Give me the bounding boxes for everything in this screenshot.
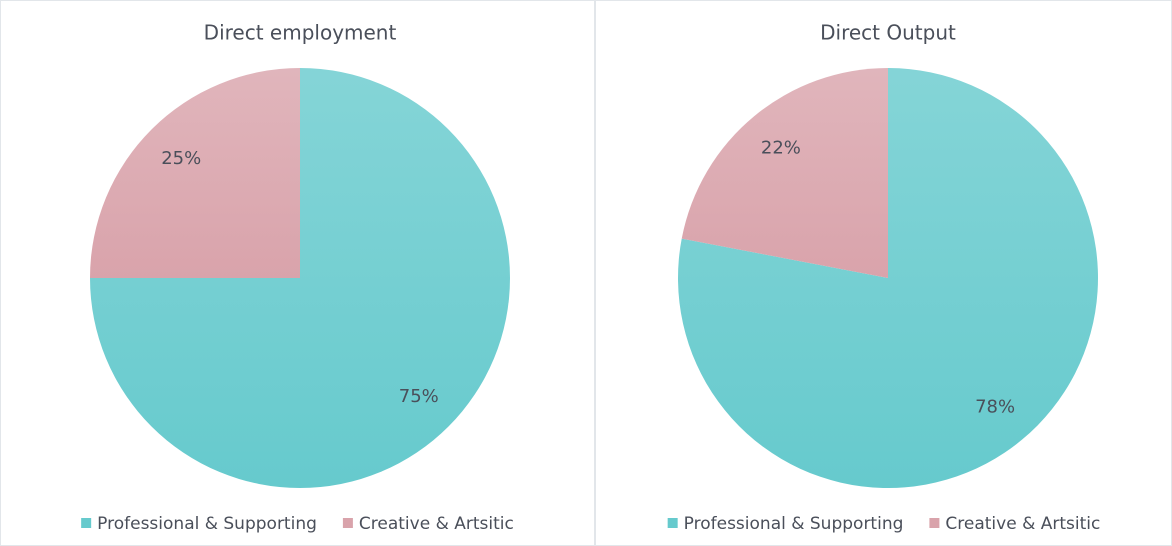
- data-label: 25%: [161, 148, 201, 169]
- legend-label: Creative & Artsitic: [945, 514, 1100, 534]
- data-label: 78%: [975, 396, 1015, 417]
- legend: Professional & Supporting Creative & Arts…: [81, 514, 514, 534]
- legend-label: Professional & Supporting: [684, 514, 904, 534]
- legend-swatch: [342, 518, 353, 528]
- legend-swatch: [81, 518, 92, 528]
- legend-swatch: [929, 518, 940, 528]
- chart-title: Direct Output: [820, 21, 956, 45]
- pie-slice: [90, 68, 300, 278]
- legend-label: Professional & Supporting: [97, 514, 317, 534]
- pie-slice: [681, 68, 888, 278]
- legend-label: Creative & Artsitic: [359, 514, 514, 534]
- data-label: 22%: [761, 138, 801, 159]
- chart-title: Direct employment: [204, 21, 397, 45]
- legend-swatch: [667, 518, 678, 528]
- legend: Professional & Supporting Creative & Arts…: [667, 514, 1100, 534]
- data-label: 75%: [399, 386, 439, 407]
